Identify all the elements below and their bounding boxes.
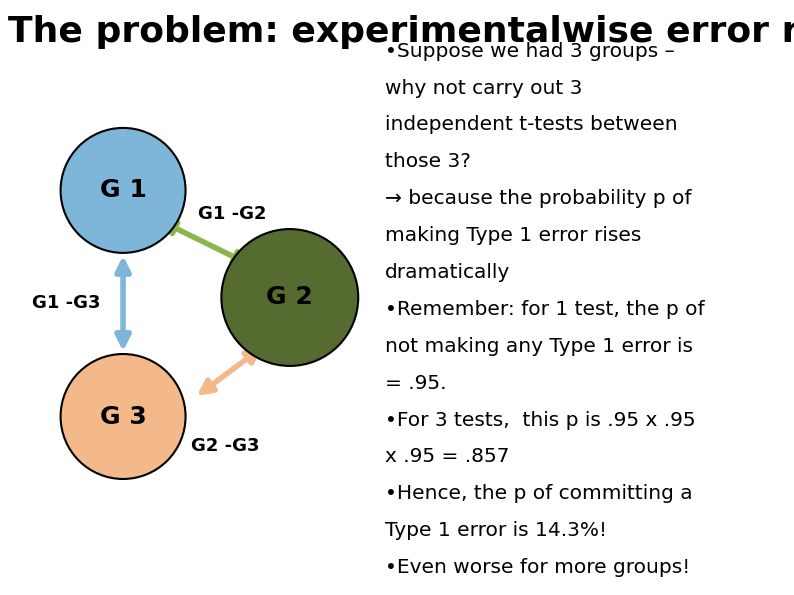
Text: •Hence, the p of committing a: •Hence, the p of committing a [385,484,692,503]
Text: = .95.: = .95. [385,374,446,393]
Text: why not carry out 3: why not carry out 3 [385,79,583,98]
FancyArrowPatch shape [164,223,245,263]
Ellipse shape [60,128,186,253]
Text: •Even worse for more groups!: •Even worse for more groups! [385,558,690,577]
Ellipse shape [60,354,186,479]
Text: The problem: experimentalwise error rate: The problem: experimentalwise error rate [8,15,794,49]
Text: •Remember: for 1 test, the p of: •Remember: for 1 test, the p of [385,300,705,319]
Text: G 1: G 1 [99,178,147,202]
Ellipse shape [222,229,358,366]
FancyArrowPatch shape [117,262,129,345]
Text: dramatically: dramatically [385,263,511,282]
Text: Type 1 error is 14.3%!: Type 1 error is 14.3%! [385,521,607,540]
Text: not making any Type 1 error is: not making any Type 1 error is [385,337,693,356]
FancyArrowPatch shape [202,351,257,392]
Text: x .95 = .857: x .95 = .857 [385,447,510,466]
Text: •Suppose we had 3 groups –: •Suppose we had 3 groups – [385,42,675,61]
Text: G2 -G3: G2 -G3 [191,437,259,455]
Text: G1 -G3: G1 -G3 [32,295,100,312]
Text: •For 3 tests,  this p is .95 x .95: •For 3 tests, this p is .95 x .95 [385,411,696,430]
Text: → because the probability p of: → because the probability p of [385,189,692,208]
Text: making Type 1 error rises: making Type 1 error rises [385,226,642,245]
Text: G1 -G2: G1 -G2 [198,205,267,223]
Text: those 3?: those 3? [385,152,471,171]
Text: G 3: G 3 [100,405,146,428]
Text: independent t-tests between: independent t-tests between [385,115,678,134]
Text: G 2: G 2 [267,286,313,309]
